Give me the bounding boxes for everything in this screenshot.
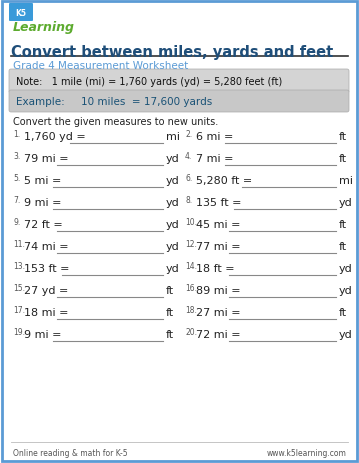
Text: ft: ft: [339, 307, 347, 317]
Text: 18 ft =: 18 ft =: [196, 263, 235, 274]
Text: 4.: 4.: [185, 152, 192, 161]
Text: 9 mi =: 9 mi =: [24, 329, 61, 339]
Text: Example:     10 miles  = 17,600 yards: Example: 10 miles = 17,600 yards: [16, 97, 212, 107]
Text: www.k5learning.com: www.k5learning.com: [267, 448, 347, 457]
Text: ft: ft: [166, 307, 174, 317]
Text: 3.: 3.: [13, 152, 20, 161]
Text: 1,760 yd =: 1,760 yd =: [24, 131, 86, 142]
Text: 27 yd =: 27 yd =: [24, 285, 68, 295]
Text: 135 ft =: 135 ft =: [196, 198, 242, 207]
Text: 5 mi =: 5 mi =: [24, 175, 61, 186]
Text: 77 mi =: 77 mi =: [196, 242, 241, 251]
Text: 45 mi =: 45 mi =: [196, 219, 241, 230]
Text: 74 mi =: 74 mi =: [24, 242, 69, 251]
Text: 13.: 13.: [13, 262, 25, 270]
FancyBboxPatch shape: [9, 91, 349, 113]
Text: Online reading & math for K-5: Online reading & math for K-5: [13, 448, 128, 457]
Text: yd: yd: [339, 329, 353, 339]
Text: 7.: 7.: [13, 195, 20, 205]
Text: 9.: 9.: [13, 218, 20, 226]
Text: ft: ft: [339, 219, 347, 230]
Text: yd: yd: [339, 285, 353, 295]
Text: yd: yd: [166, 219, 180, 230]
Text: 2.: 2.: [185, 130, 192, 139]
Text: 11.: 11.: [13, 239, 25, 249]
Text: K5: K5: [15, 8, 27, 18]
Text: 1.: 1.: [13, 130, 20, 139]
Text: 17.: 17.: [13, 305, 25, 314]
Text: yd: yd: [339, 263, 353, 274]
Text: 6.: 6.: [185, 174, 192, 182]
Text: ft: ft: [339, 242, 347, 251]
Text: 153 ft =: 153 ft =: [24, 263, 70, 274]
Text: yd: yd: [339, 198, 353, 207]
Text: 20.: 20.: [185, 327, 197, 336]
Text: 72 mi =: 72 mi =: [196, 329, 241, 339]
Text: 16.: 16.: [185, 283, 197, 292]
Text: Learning: Learning: [13, 20, 75, 33]
Text: ft: ft: [339, 131, 347, 142]
Text: yd: yd: [166, 198, 180, 207]
Text: ft: ft: [339, 154, 347, 163]
Text: 7 mi =: 7 mi =: [196, 154, 233, 163]
Text: 9 mi =: 9 mi =: [24, 198, 61, 207]
Text: yd: yd: [166, 175, 180, 186]
Text: mi: mi: [339, 175, 353, 186]
Text: 18.: 18.: [185, 305, 197, 314]
Text: 12.: 12.: [185, 239, 197, 249]
FancyBboxPatch shape: [9, 4, 33, 22]
Text: 89 mi =: 89 mi =: [196, 285, 241, 295]
Text: mi: mi: [166, 131, 180, 142]
Text: yd: yd: [166, 263, 180, 274]
Text: 79 mi =: 79 mi =: [24, 154, 69, 163]
Text: 10.: 10.: [185, 218, 197, 226]
Text: Note:   1 mile (mi) = 1,760 yards (yd) = 5,280 feet (ft): Note: 1 mile (mi) = 1,760 yards (yd) = 5…: [16, 77, 282, 87]
FancyBboxPatch shape: [9, 70, 349, 94]
Text: 14.: 14.: [185, 262, 197, 270]
Text: Convert the given measures to new units.: Convert the given measures to new units.: [13, 117, 218, 127]
Text: 5.: 5.: [13, 174, 20, 182]
Text: 27 mi =: 27 mi =: [196, 307, 241, 317]
Text: ft: ft: [166, 329, 174, 339]
Text: yd: yd: [166, 242, 180, 251]
Text: yd: yd: [166, 154, 180, 163]
Text: 6 mi =: 6 mi =: [196, 131, 233, 142]
Text: Convert between miles, yards and feet: Convert between miles, yards and feet: [11, 45, 333, 60]
Text: ft: ft: [166, 285, 174, 295]
Text: 8.: 8.: [185, 195, 192, 205]
Text: 18 mi =: 18 mi =: [24, 307, 69, 317]
Text: 19.: 19.: [13, 327, 25, 336]
Text: 15.: 15.: [13, 283, 25, 292]
Text: 72 ft =: 72 ft =: [24, 219, 63, 230]
Text: 5,280 ft =: 5,280 ft =: [196, 175, 252, 186]
Text: Grade 4 Measurement Worksheet: Grade 4 Measurement Worksheet: [13, 61, 188, 71]
